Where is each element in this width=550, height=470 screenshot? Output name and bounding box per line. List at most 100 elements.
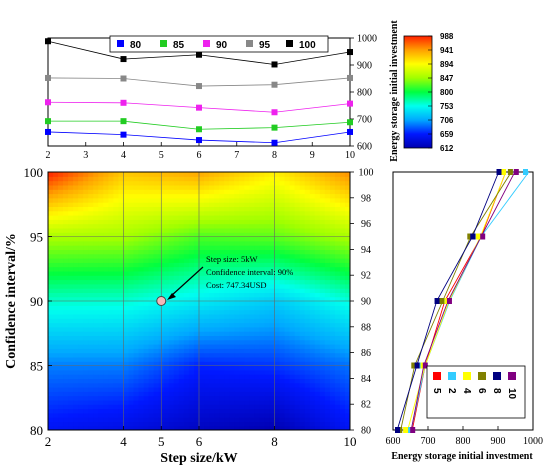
heatmap-cell [274, 326, 281, 332]
heatmap-cell [234, 266, 240, 272]
heatmap-cell [299, 356, 306, 362]
heatmap-cell [319, 215, 326, 220]
heatmap-cell [249, 288, 255, 293]
heatmap-cell [103, 417, 109, 422]
heatmap-cell [249, 172, 255, 177]
heatmap-cell [344, 421, 350, 427]
heatmap-cell [123, 227, 130, 233]
heatmap-cell [289, 275, 296, 281]
heatmap-cell [63, 270, 69, 276]
heatmap-cell [284, 408, 291, 414]
heatmap-cell [329, 292, 336, 298]
heatmap-y-tick-label: 100 [24, 165, 44, 180]
heatmap-cell [259, 391, 266, 397]
heatmap-cell [88, 339, 94, 345]
heatmap-cell [304, 210, 311, 216]
heatmap-cell [183, 322, 190, 328]
heatmap-cell [148, 339, 155, 345]
heatmap-cell [319, 348, 326, 354]
heatmap-cell [188, 408, 195, 414]
heatmap-cell [269, 313, 276, 319]
heatmap-cell [123, 206, 130, 212]
heatmap-cell [83, 202, 89, 207]
heatmap-cell [118, 296, 125, 302]
heatmap-cell [284, 275, 291, 281]
heatmap-cell [123, 395, 130, 401]
heatmap-cell [274, 313, 281, 319]
heatmap-cell [123, 365, 130, 371]
heatmap-cell [214, 219, 220, 225]
heatmap-cell [234, 189, 240, 195]
right-legend-swatch-10 [508, 372, 516, 380]
heatmap-cell [319, 193, 326, 199]
heatmap-cell [138, 382, 145, 388]
heatmap-cell [209, 258, 215, 263]
heatmap-cell [229, 240, 235, 246]
heatmap-cell [199, 202, 205, 207]
heatmap-cell [168, 352, 175, 358]
heatmap-cell [204, 189, 210, 195]
heatmap-cell [254, 219, 260, 225]
heatmap-cell [128, 301, 135, 306]
heatmap-cell [153, 301, 160, 306]
heatmap-cell [108, 408, 115, 414]
heatmap-cell [234, 245, 240, 250]
heatmap-cell [199, 425, 205, 430]
heatmap-cell [224, 335, 230, 341]
heatmap-cell [138, 184, 145, 190]
heatmap-cell [289, 189, 296, 195]
heatmap-cell [339, 266, 346, 272]
heatmap-cell [153, 215, 160, 220]
heatmap-cell [48, 266, 54, 272]
heatmap-cell [48, 275, 54, 281]
heatmap-cell [48, 301, 54, 306]
heatmap-cell [294, 197, 301, 203]
heatmap-cell [229, 219, 235, 225]
heatmap-cell [93, 378, 99, 384]
heatmap-cell [279, 249, 286, 255]
heatmap-cell [334, 210, 341, 216]
heatmap-cell [73, 348, 79, 354]
heatmap-cell [339, 283, 346, 289]
heatmap-cell [78, 421, 84, 427]
heatmap-cell [274, 215, 281, 220]
heatmap-cell [68, 318, 74, 324]
heatmap-cell [128, 395, 135, 401]
heatmap-cell [234, 378, 240, 384]
heatmap-cell [138, 210, 145, 216]
heatmap-cell [279, 361, 286, 367]
heatmap-cell [48, 322, 54, 328]
heatmap-cell [108, 339, 115, 345]
heatmap-cell [244, 249, 250, 255]
heatmap-cell [53, 206, 59, 212]
heatmap-cell [329, 395, 336, 401]
heatmap-cell [83, 253, 89, 259]
heatmap-cell [334, 348, 341, 354]
heatmap-cell [289, 296, 296, 302]
heatmap-cell [193, 331, 200, 336]
heatmap-cell [239, 210, 245, 216]
heatmap-cell [264, 223, 271, 229]
heatmap-cell [249, 189, 255, 195]
heatmap-cell [118, 318, 125, 324]
heatmap-cell [148, 374, 155, 379]
heatmap-cell [199, 335, 205, 341]
heatmap-cell [309, 236, 316, 242]
heatmap-cell [113, 236, 120, 242]
heatmap-cell [234, 356, 240, 362]
heatmap-cell [214, 382, 220, 388]
heatmap-cell [113, 399, 120, 405]
heatmap-cell [204, 249, 210, 255]
heatmap-cell [219, 215, 225, 220]
heatmap-cell [209, 279, 215, 285]
heatmap-cell [254, 421, 260, 427]
heatmap-cell [78, 391, 84, 397]
heatmap-cell [259, 292, 266, 298]
heatmap-cell [309, 391, 316, 397]
heatmap-cell [249, 292, 255, 298]
heatmap-cell [294, 382, 301, 388]
heatmap-cell [269, 378, 276, 384]
heatmap-cell [324, 172, 331, 177]
heatmap-cell [133, 292, 140, 298]
heatmap-cell [83, 361, 89, 367]
